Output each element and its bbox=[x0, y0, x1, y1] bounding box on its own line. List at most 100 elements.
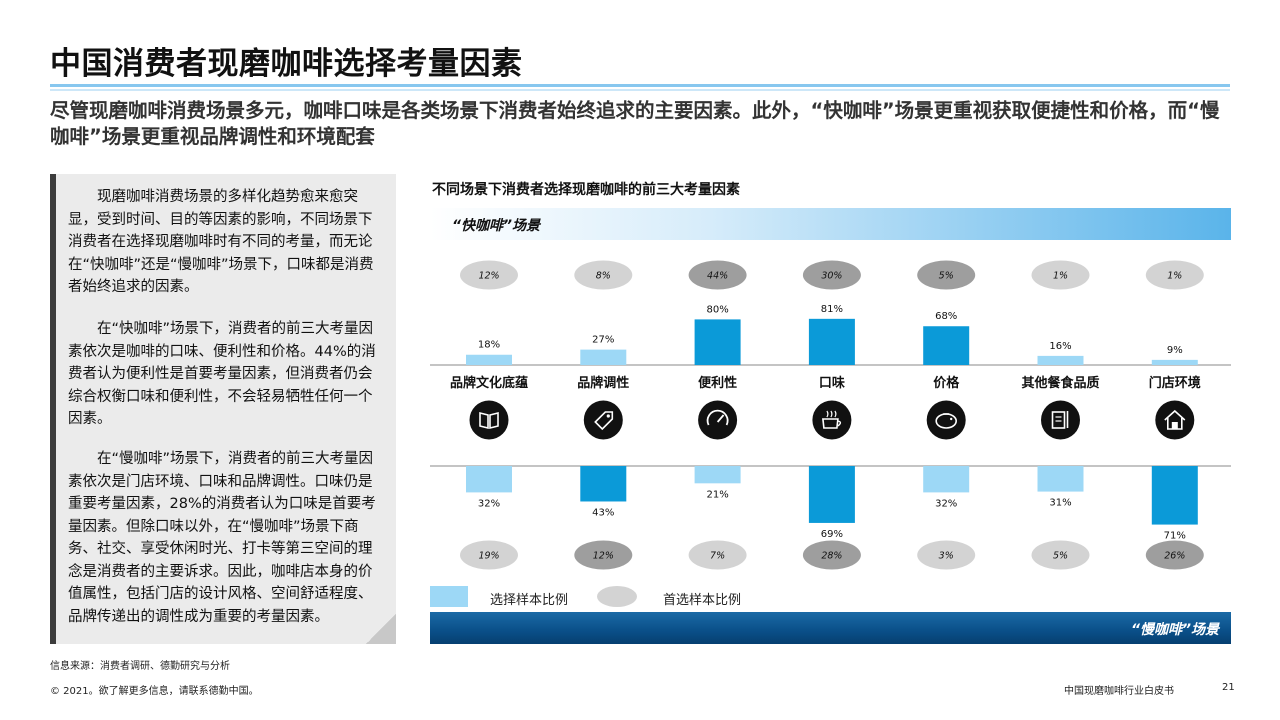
summary-box: 现磨咖啡消费场景的多样化趋势愈来愈突显，受到时间、目的等因素的影响，不同场景下消… bbox=[50, 174, 396, 644]
slow-bar-value: 69% bbox=[821, 529, 843, 540]
title-divider bbox=[50, 84, 1230, 87]
fast-bar-value: 27% bbox=[592, 335, 614, 346]
fast-bar-value: 68% bbox=[935, 311, 957, 322]
fast-first-choice-pill bbox=[802, 260, 861, 290]
slow-first-choice-label: 28% bbox=[821, 551, 842, 562]
fast-bar bbox=[1151, 359, 1198, 365]
slow-bar-value: 32% bbox=[935, 498, 957, 509]
fast-first-choice-label: 5% bbox=[939, 271, 954, 282]
fast-first-choice-pill bbox=[460, 260, 518, 290]
book-icon bbox=[469, 400, 509, 440]
food-menu-icon-glyph bbox=[1051, 411, 1066, 429]
summary-paragraph-3: 在“慢咖啡”场景下，消费者的前三大考量因素依次是门店环境、口味和品牌调性。口味仍… bbox=[68, 451, 376, 625]
fast-first-choice-pill bbox=[1145, 260, 1204, 290]
tag-icon-glyph bbox=[606, 414, 610, 418]
document-name: 中国现磨咖啡行业白皮书 bbox=[1064, 686, 1174, 697]
fast-first-choice-pill bbox=[917, 260, 976, 290]
slow-coffee-band: “慢咖啡”场景 bbox=[430, 612, 1231, 644]
piggy-bank-icon bbox=[926, 400, 966, 440]
tag-icon bbox=[583, 400, 623, 440]
fast-coffee-label: “快咖啡”场景 bbox=[452, 218, 541, 234]
category-label: 便利性 bbox=[698, 375, 737, 391]
fast-first-choice-label: 30% bbox=[821, 271, 842, 282]
title-divider-light bbox=[50, 89, 1230, 91]
fast-bar bbox=[923, 326, 970, 365]
fast-first-choice-label: 1% bbox=[1167, 271, 1182, 282]
summary-paragraph-2: 在“快咖啡”场景下，消费者的前三大考量因素依次是咖啡的口味、便利性和价格。44%… bbox=[68, 321, 376, 427]
slow-first-choice-label: 19% bbox=[478, 551, 499, 562]
fast-first-choice-pill bbox=[688, 260, 747, 290]
page-number: 21 bbox=[1222, 682, 1235, 693]
fast-first-choice-pill bbox=[574, 260, 633, 290]
slow-first-choice-pill bbox=[460, 540, 518, 570]
chart-title: 不同场景下消费者选择现磨咖啡的前三大考量因素 bbox=[432, 182, 740, 198]
slow-bar-value: 32% bbox=[478, 498, 500, 509]
speedometer-icon-glyph bbox=[706, 409, 729, 426]
fast-first-choice-label: 8% bbox=[596, 271, 611, 282]
category-label: 其他餐食品质 bbox=[1021, 375, 1099, 391]
slow-bar bbox=[466, 466, 512, 493]
slow-bar-value: 43% bbox=[592, 507, 614, 518]
fast-coffee-band: “快咖啡”场景 bbox=[430, 208, 1231, 240]
slow-first-choice-pill bbox=[1031, 540, 1090, 570]
summary-paragraph-1: 现磨咖啡消费场景的多样化趋势愈来愈突显，受到时间、目的等因素的影响，不同场景下消… bbox=[68, 189, 374, 295]
slow-bar-value: 31% bbox=[1049, 498, 1071, 509]
slow-bar bbox=[1151, 466, 1198, 525]
category-label: 门店环境 bbox=[1149, 375, 1201, 391]
slow-first-choice-pill bbox=[688, 540, 747, 570]
slow-first-choice-label: 12% bbox=[593, 551, 614, 562]
category-label: 品牌文化底蕴 bbox=[450, 375, 528, 391]
chart-legend: 选择样本比例 首选样本比例 bbox=[430, 586, 760, 608]
legend-swatch-selection bbox=[430, 586, 468, 607]
piggy-bank-icon-glyph bbox=[950, 417, 953, 421]
category-label: 价格 bbox=[933, 375, 960, 391]
slow-bar bbox=[808, 466, 855, 523]
page-fold-corner bbox=[366, 614, 396, 644]
source-note: 信息来源：消费者调研、德勤研究与分析 bbox=[50, 661, 230, 672]
book-icon-glyph bbox=[479, 411, 499, 430]
slow-bar bbox=[923, 466, 970, 493]
fast-bar-value: 80% bbox=[706, 304, 728, 315]
slow-bar bbox=[580, 466, 627, 502]
slow-bar-value: 71% bbox=[1164, 531, 1186, 542]
fast-bar bbox=[1037, 355, 1084, 365]
slow-first-choice-label: 5% bbox=[1053, 551, 1068, 562]
tag-icon-glyph bbox=[594, 411, 614, 431]
store-house-icon bbox=[1155, 400, 1195, 440]
fast-bar bbox=[808, 318, 855, 365]
coffee-cup-icon-glyph bbox=[822, 418, 839, 429]
food-menu-icon bbox=[1041, 400, 1080, 440]
slow-first-choice-pill bbox=[917, 540, 976, 570]
fast-first-choice-pill bbox=[1031, 260, 1090, 290]
fast-bar bbox=[580, 349, 627, 365]
copyright: © 2021。欲了解更多信息，请联系德勤中国。 bbox=[50, 686, 259, 697]
fast-bar-value: 18% bbox=[478, 340, 500, 351]
fast-bar-value: 81% bbox=[821, 304, 843, 315]
category-label: 口味 bbox=[819, 375, 845, 391]
category-label: 品牌调性 bbox=[577, 375, 629, 391]
coffee-cup-icon-glyph bbox=[837, 420, 842, 427]
fast-bar-value: 16% bbox=[1049, 341, 1071, 352]
legend-label-selection: 选择样本比例 bbox=[490, 593, 569, 608]
speedometer-icon bbox=[698, 400, 738, 440]
slow-first-choice-pill bbox=[802, 540, 861, 570]
slow-first-choice-label: 7% bbox=[710, 551, 725, 562]
fast-bar-value: 9% bbox=[1167, 345, 1183, 356]
coffee-cup-icon-glyph bbox=[826, 410, 837, 418]
slow-first-choice-label: 3% bbox=[939, 551, 954, 562]
slow-coffee-label: “慢咖啡”场景 bbox=[1130, 622, 1219, 638]
slow-bar bbox=[694, 466, 741, 484]
speedometer-icon-glyph bbox=[716, 414, 725, 423]
slow-first-choice-pill bbox=[574, 540, 633, 570]
slow-first-choice-label: 26% bbox=[1164, 551, 1185, 562]
slow-first-choice-pill bbox=[1145, 540, 1204, 570]
page-title: 中国消费者现磨咖啡选择考量因素 bbox=[50, 46, 523, 82]
fast-bar bbox=[466, 354, 512, 365]
legend-swatch-first-choice bbox=[597, 586, 637, 607]
fast-first-choice-label: 1% bbox=[1053, 271, 1068, 282]
store-house-icon-glyph bbox=[1171, 422, 1178, 429]
coffee-cup-icon bbox=[812, 400, 852, 440]
slow-bar-value: 21% bbox=[706, 489, 728, 500]
page-subtitle: 尽管现磨咖啡消费场景多元，咖啡口味是各类场景下消费者始终追求的主要因素。此外，“… bbox=[50, 99, 1220, 148]
fast-first-choice-label: 12% bbox=[478, 271, 499, 282]
